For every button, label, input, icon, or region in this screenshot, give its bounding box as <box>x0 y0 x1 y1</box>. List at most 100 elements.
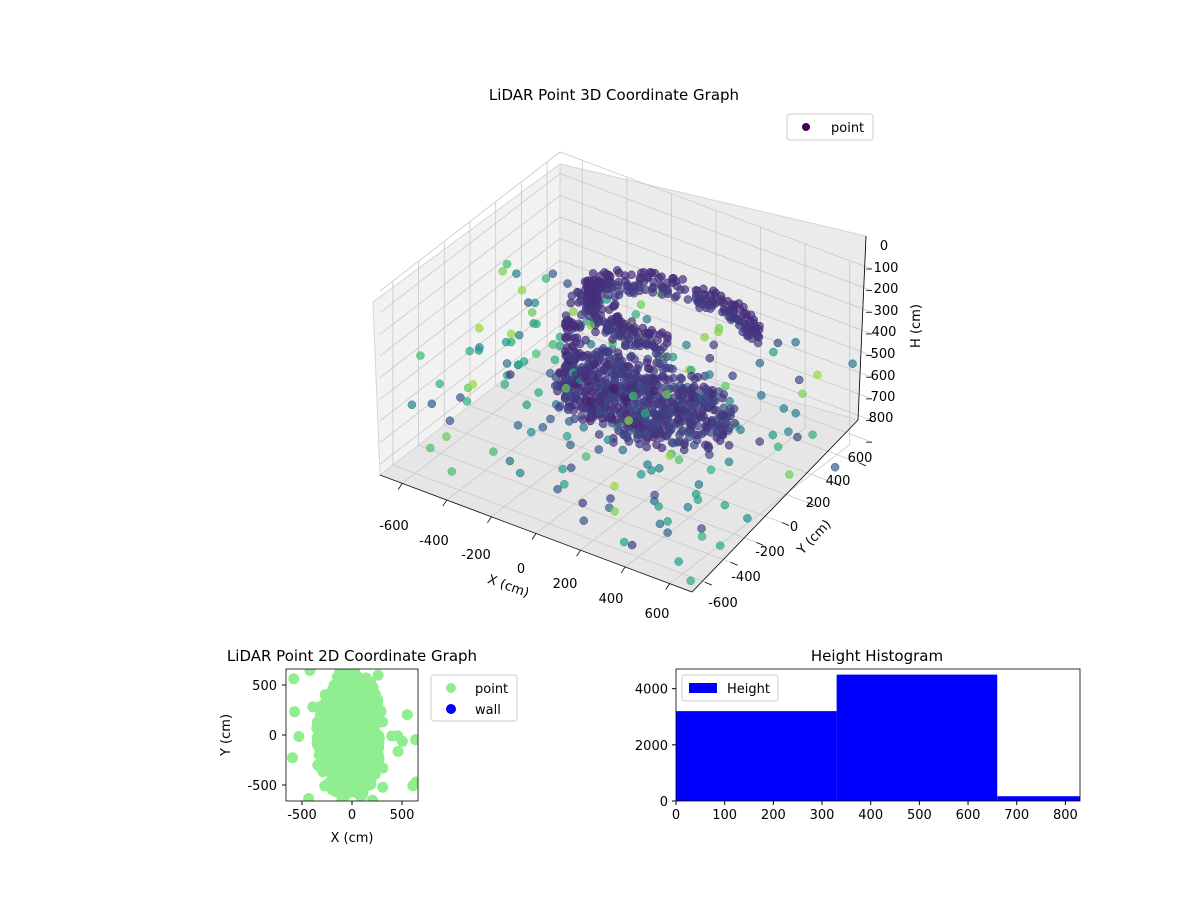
data-point-3d <box>500 380 510 389</box>
z-tick-label: 600 <box>871 369 896 384</box>
legend-label-point: point <box>475 682 508 697</box>
x-tick-label: -400 <box>419 534 449 549</box>
histogram-bar <box>676 711 837 801</box>
data-point-2d <box>328 683 340 695</box>
legend-label-height: Height <box>727 682 770 697</box>
histogram-title: Height Histogram <box>811 647 943 665</box>
grid-line <box>418 261 731 563</box>
data-point-3d <box>647 466 656 475</box>
x-tick-label: 600 <box>956 808 981 823</box>
data-point-3d <box>613 312 623 321</box>
data-point-3d <box>514 330 524 340</box>
data-point-3d <box>568 318 577 328</box>
data-point-3d <box>697 524 706 533</box>
data-point-2d <box>365 778 377 790</box>
data-point-3d <box>743 514 752 523</box>
y-tick-label: -500 <box>247 779 277 794</box>
data-point-3d <box>588 354 597 364</box>
data-point-3d <box>668 364 677 374</box>
data-point-3d <box>583 276 593 285</box>
data-point-2d <box>367 764 379 776</box>
data-point-3d <box>693 495 703 504</box>
point-cloud-2d <box>287 669 418 801</box>
data-point-3d <box>534 388 543 397</box>
x-tick-label: 300 <box>810 808 835 823</box>
data-point-3d <box>672 291 681 301</box>
histogram-bar <box>997 796 1080 801</box>
data-point-3d <box>705 370 714 379</box>
data-point-2d <box>327 775 339 787</box>
data-point-2d <box>319 732 331 744</box>
data-point-3d <box>636 300 646 309</box>
data-point-3d <box>629 326 638 335</box>
data-point-3d <box>555 401 565 411</box>
data-point-3d <box>517 286 527 295</box>
grid-line <box>469 221 783 523</box>
data-point-3d <box>659 420 669 430</box>
data-point-3d <box>502 259 512 269</box>
data-point-3d <box>562 432 572 441</box>
data-point-3d <box>716 291 726 301</box>
data-point-3d <box>655 519 665 529</box>
data-point-2d <box>328 731 339 743</box>
data-point-3d <box>779 404 789 413</box>
data-point-2d <box>319 780 331 792</box>
data-point-2d <box>327 707 339 718</box>
data-point-3d <box>678 275 687 284</box>
data-point-3d <box>674 406 684 415</box>
z-tick-label: 0 <box>880 239 888 254</box>
data-point-3d <box>674 415 683 424</box>
grid-line <box>446 177 628 501</box>
z-tick-label: 300 <box>874 304 899 319</box>
data-point-3d <box>560 480 569 489</box>
data-point-3d <box>605 305 614 314</box>
data-point-3d <box>566 463 576 472</box>
data-point-2d <box>344 770 356 782</box>
data-point-2d <box>324 693 336 705</box>
y-ticks-2d: 500 0 -500 <box>247 679 286 794</box>
data-point-2d <box>288 673 300 685</box>
data-point-2d <box>304 669 316 676</box>
data-point-3d <box>769 347 778 357</box>
data-point-3d <box>693 421 703 431</box>
y-tick-mark <box>833 482 841 487</box>
data-point-3d <box>633 364 642 374</box>
data-point-3d <box>566 298 576 308</box>
data-point-3d <box>785 470 794 479</box>
data-point-3d <box>720 500 730 510</box>
x-ticks-histogram: 0 100 200 300 400 500 600 700 800 <box>672 801 1078 823</box>
data-point-3d <box>407 400 417 410</box>
data-point-3d <box>627 380 637 389</box>
data-point-3d <box>631 310 641 319</box>
data-point-2d <box>371 753 383 765</box>
x-tick-label: 400 <box>858 808 883 823</box>
data-point-3d <box>581 335 590 345</box>
data-point-3d <box>701 440 710 450</box>
x-tick-mark <box>620 566 626 574</box>
data-point-3d <box>694 480 704 489</box>
y-axis-label-3d: Y (cm) <box>794 517 835 558</box>
data-point-2d <box>328 750 340 762</box>
legend-marker-point <box>446 683 456 693</box>
data-point-3d <box>462 397 472 406</box>
y-tick-label: 0 <box>269 729 277 744</box>
data-point-2d <box>303 793 315 801</box>
x-tick-label: 500 <box>390 808 415 823</box>
grid-line <box>379 259 873 400</box>
data-point-3d <box>686 417 695 427</box>
data-point-3d <box>527 308 537 317</box>
y-tick-label: 2000 <box>635 739 668 754</box>
grid-line <box>379 303 873 443</box>
x-tick-label: 100 <box>712 808 737 823</box>
data-point-3d <box>561 334 571 343</box>
data-point-3d <box>667 438 677 447</box>
legend-label-point: point <box>831 121 864 136</box>
y-tick-mark <box>730 561 738 566</box>
data-point-3d <box>620 393 630 403</box>
data-point-3d <box>638 323 648 333</box>
legend-histogram: Height <box>681 674 779 702</box>
grid-line <box>379 173 873 313</box>
data-point-3d <box>456 393 465 402</box>
data-point-2d <box>331 671 343 683</box>
x-tick-mark <box>531 533 537 540</box>
